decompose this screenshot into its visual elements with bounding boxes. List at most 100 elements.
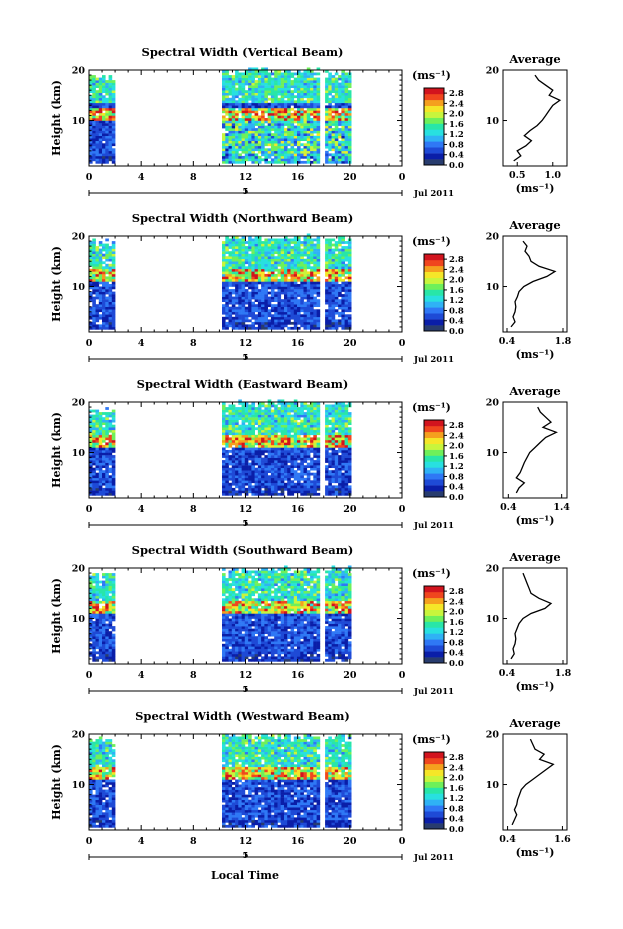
heatmap-cell [225,148,229,152]
heatmap-cell [95,286,100,290]
heatmap-cell [235,452,239,456]
heatmap-cell [306,452,311,456]
heatmap-cell [228,444,233,448]
heatmap-cell [303,150,308,154]
heatmap-cell [284,82,288,86]
colorbar-swatch [424,129,444,136]
heatmap-cell [228,130,233,134]
heatmap-cell [92,414,96,418]
heatmap-cell [225,87,229,91]
heatmap-cell [89,246,93,249]
heatmap-cell [287,105,291,109]
colorbar-tick-label: 0.4 [449,317,464,327]
heatmap-cell [328,77,332,81]
heatmap-cell [290,444,295,448]
heatmap-cell [270,404,275,408]
heatmap-cell [241,309,246,313]
heatmap-cell [235,417,239,420]
heatmap-cell [338,97,342,101]
heatmap-cell [277,107,282,111]
heatmap-cell [277,477,282,481]
heatmap-cell [102,314,106,318]
heatmap-cell [111,480,116,484]
heatmap-cell [108,452,113,456]
heatmap-cell [251,241,255,244]
heatmap-cell [316,460,321,463]
panel-title: Spectral Width (Northward Beam) [132,211,354,225]
heatmap-cell [228,153,233,157]
heatmap-cell [257,439,262,443]
heatmap-cell [228,429,233,433]
heatmap-cell [105,424,109,428]
heatmap-cell [241,485,246,489]
heatmap-cell [228,457,233,461]
heatmap-cell [325,95,329,99]
heatmap-cell [341,487,345,491]
heatmap-cell [303,417,308,420]
heatmap-cell [274,263,278,267]
heatmap-cell [331,460,336,463]
heatmap-cell [241,291,246,295]
heatmap-cell [284,120,288,124]
heatmap-cell [290,97,295,101]
heatmap-cell [316,248,321,252]
heatmap-cell [338,253,342,257]
heatmap-cell [108,77,113,81]
heatmap-cell [89,291,93,295]
heatmap-cell [254,87,259,91]
heatmap-cell [222,437,226,441]
heatmap-cell [257,251,262,254]
heatmap-cell [325,70,329,73]
heatmap-cell [338,299,342,302]
heatmap-cell [248,148,252,152]
heatmap-cell [347,487,352,491]
heatmap-cell [251,294,255,297]
heatmap-cell [316,427,321,431]
heatmap-cell [98,472,103,476]
heatmap-cell [341,309,345,313]
heatmap-cell [92,148,96,152]
heatmap-cell [325,455,329,458]
heatmap-cell [264,273,268,277]
heatmap-cell [310,492,314,496]
heatmap-cell [290,311,295,315]
heatmap-cell [306,70,311,73]
heatmap-cell [231,273,236,277]
heatmap-cell [290,140,295,144]
heatmap-cell [228,439,233,443]
heatmap-cell [313,492,317,496]
heatmap-cell [270,419,275,423]
heatmap-cell [290,100,295,104]
heatmap-cell [222,439,226,443]
heatmap-cell [316,67,321,71]
heatmap-cell [231,316,236,320]
heatmap-cell [334,72,339,76]
heatmap-cell [284,284,288,287]
heatmap-cell [222,90,226,93]
heatmap-cell [241,248,246,252]
heatmap-cell [344,140,349,144]
heatmap-cell [284,306,288,310]
heatmap-cell [244,115,249,119]
heatmap-cell [284,105,288,109]
heatmap-cell [280,462,285,466]
heatmap-cell [261,128,265,131]
heatmap-cell [102,118,106,121]
heatmap-cell [98,241,103,244]
heatmap-cell [300,75,304,78]
heatmap-cell [248,140,252,144]
heatmap-cell [313,432,317,436]
heatmap-cell [284,115,288,119]
heatmap-cell [300,455,304,458]
heatmap-cell [306,153,311,157]
heatmap-cell [254,67,259,71]
heatmap-cell [344,266,349,270]
heatmap-cell [238,266,242,270]
heatmap-cell [347,321,352,325]
heatmap-cell [341,138,345,141]
heatmap-cell [222,115,226,119]
heatmap-cell [280,319,285,323]
heatmap-cell [89,271,93,275]
heatmap-cell [328,107,332,111]
heatmap-cell [228,102,233,106]
